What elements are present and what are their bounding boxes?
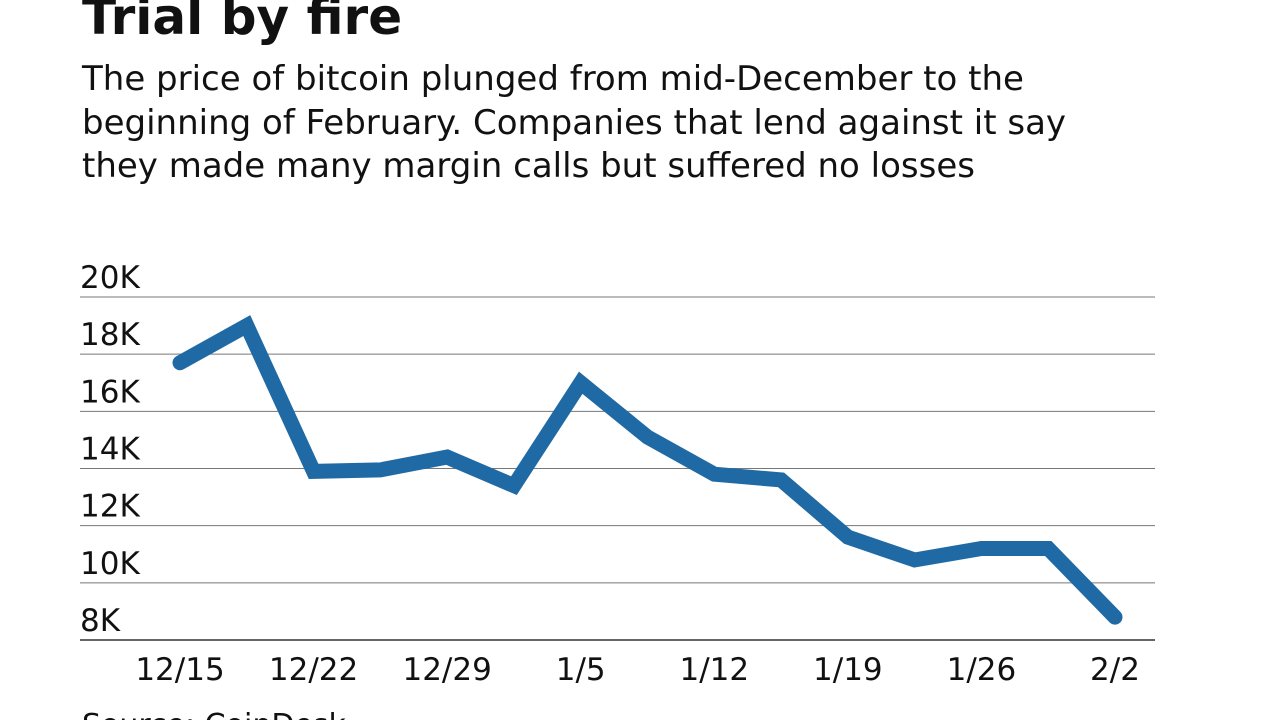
subtitle-line: they made many margin calls but suffered… <box>82 146 975 186</box>
y-tick-label: 12K <box>80 489 140 525</box>
subtitle-line: beginning of February. Companies that le… <box>82 103 1066 143</box>
y-tick-label: 14K <box>80 432 140 468</box>
x-tick-label: 12/22 <box>269 652 358 688</box>
x-tick-label: 1/5 <box>556 652 606 688</box>
x-tick-label: 1/12 <box>679 652 749 688</box>
x-tick-label: 12/29 <box>402 652 491 688</box>
x-tick-label: 2/2 <box>1090 652 1140 688</box>
y-tick-label: 16K <box>80 374 140 410</box>
chart-title: Trial by fire <box>82 0 402 46</box>
subtitle-line: The price of bitcoin plunged from mid-De… <box>81 59 1024 99</box>
x-tick-label: 1/26 <box>947 652 1017 688</box>
source: Source: CoinDesk <box>82 708 347 720</box>
y-tick-label: 10K <box>80 546 140 582</box>
price-line <box>172 315 1123 625</box>
x-tick-label: 1/19 <box>813 652 883 688</box>
y-tick-label: 8K <box>80 603 121 639</box>
x-tick-label: 12/15 <box>135 652 224 688</box>
y-tick-label: 18K <box>80 317 140 353</box>
y-tick-label: 20K <box>80 260 140 296</box>
